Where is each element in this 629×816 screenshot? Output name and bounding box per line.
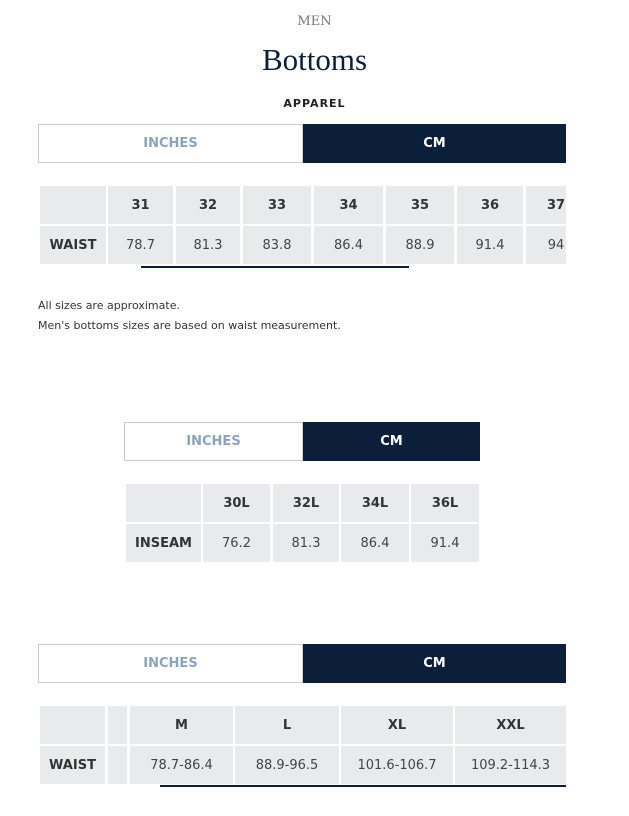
table-cell: 88.9-96.5 [235,746,339,784]
table-cell: 94 [526,226,566,264]
scroll-indicator [141,266,409,268]
spacer-cell [108,746,127,784]
column-header: M [130,706,233,744]
header-cell [126,484,201,522]
table-cell: 109.2-114.3 [455,746,566,784]
column-header: 36 [457,186,523,224]
column-header: 30L [203,484,270,522]
row-label: INSEAM [126,524,201,562]
column-header: 35 [386,186,454,224]
column-header: 32 [176,186,240,224]
unit-toggle-inactive[interactable]: INCHES [38,124,303,163]
table-cell: 88.9 [386,226,454,264]
table-cell: 101.6-106.7 [341,746,453,784]
table-cell: 76.2 [203,524,270,562]
column-header: 34L [341,484,409,522]
unit-toggle-active[interactable]: CM [303,422,480,461]
table-cell: 81.3 [273,524,339,562]
scroll-indicator [160,785,566,787]
column-header: 36L [411,484,479,522]
column-header: 33 [243,186,311,224]
size-table: 31 32 33 34 35 36 37 WAIST 78.7 81.3 83.8 86.4 88.9 9… [40,186,566,264]
column-header: 31 [108,186,173,224]
table-cell: 86.4 [314,226,383,264]
column-header: 37 [526,186,566,224]
table-cell: 78.7-86.4 [130,746,233,784]
note: All sizes are approximate. [38,299,180,312]
unit-toggle-inactive[interactable]: INCHES [124,422,303,461]
unit-toggle-active[interactable]: CM [303,644,566,683]
header-cell [40,186,106,224]
column-header: XL [341,706,453,744]
section-label: MEN [297,14,332,29]
row-label: WAIST [40,746,105,784]
table-cell: 83.8 [243,226,311,264]
unit-toggle-active[interactable]: CM [303,124,566,163]
size-table: 30L 32L 34L 36L INSEAM 76.2 81.3 86.4 91.4 [126,484,479,562]
size-table: M L XL XXL WAIST 78.7-86.4 88.9-96.5 101.6-106.… [40,706,566,784]
row-label: WAIST [40,226,106,264]
table-cell: 91.4 [457,226,523,264]
column-header: 32L [273,484,339,522]
header-cell [108,706,127,744]
table-cell: 78.7 [108,226,173,264]
subtitle: APPAREL [283,97,346,110]
column-header: L [235,706,339,744]
unit-toggle-inactive[interactable]: INCHES [38,644,303,683]
note: Men's bottoms sizes are based on waist m… [38,319,341,332]
column-header: 34 [314,186,383,224]
table-cell: 91.4 [411,524,479,562]
header-cell [40,706,105,744]
page-title: Bottoms [261,42,368,77]
column-header: XXL [455,706,566,744]
table-cell: 86.4 [341,524,409,562]
table-cell: 81.3 [176,226,240,264]
